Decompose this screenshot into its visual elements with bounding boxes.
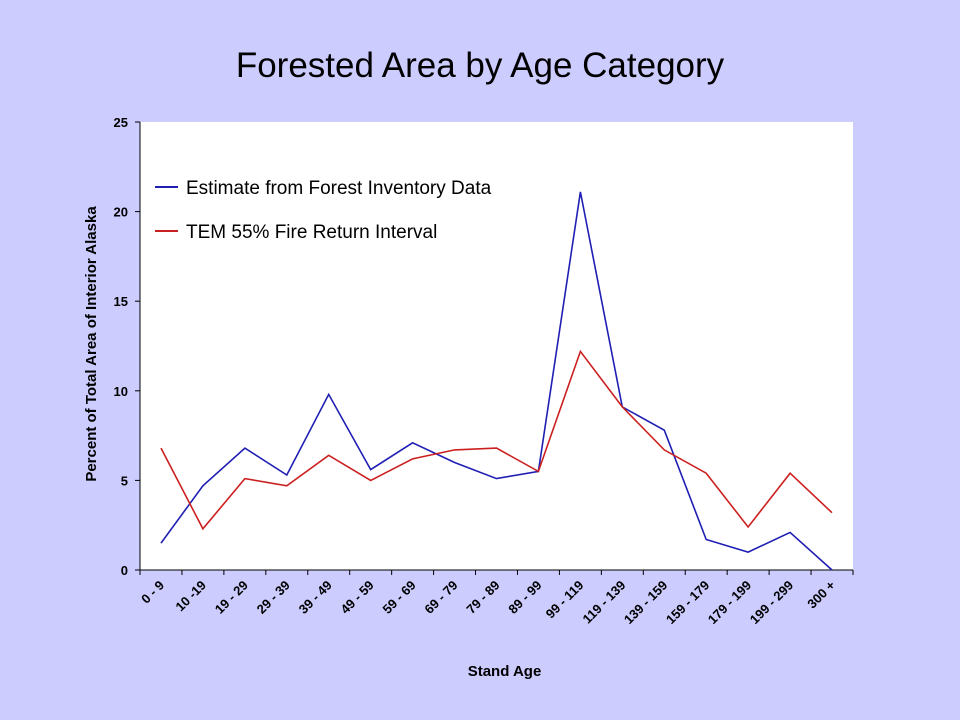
series-line-2 bbox=[160, 349, 833, 531]
y-tick-label: 15 bbox=[114, 294, 128, 309]
plot-area bbox=[140, 122, 853, 570]
legend-label-1: Estimate from Forest Inventory Data bbox=[186, 178, 492, 199]
legend: Estimate from Forest Inventory Data TEM 5… bbox=[155, 178, 492, 243]
x-tick-label: 49 - 59 bbox=[338, 578, 377, 617]
y-tick-label: 10 bbox=[114, 384, 128, 399]
x-tick-label: 159 - 179 bbox=[663, 578, 712, 627]
y-tick-label: 5 bbox=[121, 473, 128, 488]
x-tick-label: 69 - 79 bbox=[421, 578, 460, 617]
x-tick-label: 0 - 9 bbox=[138, 578, 167, 607]
y-tick-label: 20 bbox=[114, 205, 128, 220]
legend-label-2: TEM 55% Fire Return Interval bbox=[186, 222, 437, 243]
x-tick-label: 39 - 49 bbox=[296, 578, 335, 617]
x-tick-label: 10 -19 bbox=[172, 578, 209, 615]
x-tick-label: 119 - 139 bbox=[579, 578, 628, 627]
x-tick-label: 29 - 39 bbox=[254, 578, 293, 617]
x-tick-label: 59 - 69 bbox=[380, 578, 419, 617]
series-line-1 bbox=[160, 191, 833, 571]
x-axis-title: Stand Age bbox=[468, 663, 542, 680]
x-tick-label: 139 - 159 bbox=[621, 578, 670, 627]
y-tick-label: 0 bbox=[121, 563, 128, 578]
x-tick-label: 179 - 199 bbox=[705, 578, 754, 627]
x-tick-label: 199 - 299 bbox=[747, 578, 796, 627]
x-tick-label: 89 - 99 bbox=[505, 578, 544, 617]
y-tick-label: 25 bbox=[114, 115, 128, 130]
y-axis-title: Percent of Total Area of Interior Alaska bbox=[83, 206, 100, 482]
x-tick-label: 79 - 89 bbox=[463, 578, 502, 617]
x-tick-label: 300 + bbox=[804, 577, 838, 611]
series-layer bbox=[160, 191, 833, 571]
chart-title: Forested Area by Age Category bbox=[235, 46, 725, 85]
x-tick-label: 19 - 29 bbox=[212, 578, 251, 617]
